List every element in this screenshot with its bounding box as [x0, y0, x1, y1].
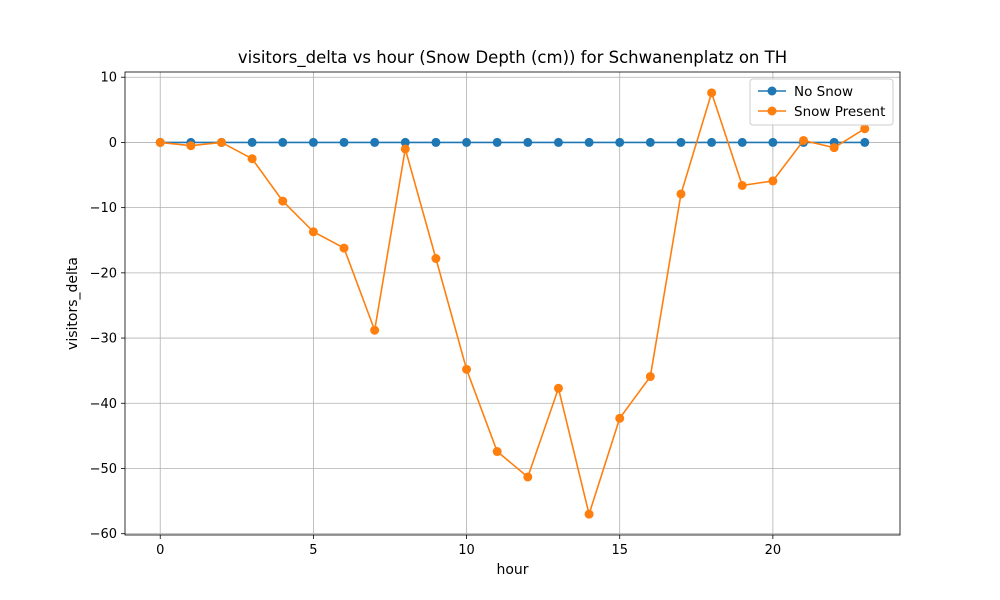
data-point — [247, 137, 257, 147]
x-tick-label: 20 — [765, 543, 782, 558]
data-point — [278, 137, 288, 147]
data-point — [370, 325, 380, 335]
series-layer — [155, 88, 870, 519]
data-point — [155, 137, 165, 147]
data-point — [584, 137, 594, 147]
data-point — [462, 137, 472, 147]
data-point — [339, 137, 349, 147]
data-point — [707, 88, 717, 98]
y-tick-label: −40 — [90, 397, 117, 412]
y-tick-label: −30 — [90, 332, 117, 347]
data-point — [799, 135, 809, 145]
y-tick-label: −10 — [90, 201, 117, 216]
data-point — [645, 372, 655, 382]
legend-marker — [767, 86, 777, 96]
series-no-snow — [155, 137, 870, 147]
data-point — [553, 383, 563, 393]
data-point — [707, 137, 717, 147]
data-point — [860, 137, 870, 147]
data-point — [768, 137, 778, 147]
y-tick-label: −60 — [90, 527, 117, 542]
data-point — [431, 254, 441, 264]
data-point — [615, 413, 625, 423]
data-point — [462, 364, 472, 374]
data-point — [584, 509, 594, 519]
y-tick-label: −20 — [90, 266, 117, 281]
x-axis-label: hour — [496, 562, 528, 578]
data-point — [400, 144, 410, 154]
legend-label: No Snow — [794, 84, 853, 100]
x-tick-label: 0 — [156, 543, 164, 558]
axes-frame — [124, 71, 901, 536]
x-tick-label: 10 — [458, 543, 475, 558]
x-tick-label: 5 — [309, 543, 317, 558]
data-point — [553, 137, 563, 147]
data-point — [431, 137, 441, 147]
data-point — [339, 243, 349, 253]
legend-item: No Snow — [758, 84, 853, 100]
data-point — [645, 137, 655, 147]
data-point — [829, 143, 839, 153]
data-point — [278, 196, 288, 206]
legend-item: Snow Present — [758, 104, 885, 120]
data-point — [400, 137, 410, 147]
data-point — [308, 227, 318, 237]
y-tick-label: 10 — [100, 71, 117, 86]
data-point — [737, 137, 747, 147]
series-snow-present — [155, 88, 870, 519]
data-point — [523, 472, 533, 482]
x-tick-label: 15 — [611, 543, 628, 558]
data-point — [737, 180, 747, 190]
data-point — [676, 137, 686, 147]
data-point — [768, 176, 778, 186]
data-point — [492, 447, 502, 457]
data-point — [186, 141, 196, 151]
y-tick-label: 0 — [109, 136, 117, 151]
y-axis-label: visitors_delta — [65, 257, 81, 350]
legend: No Snow Snow Present — [749, 78, 894, 126]
data-point — [216, 137, 226, 147]
y-tick-label: −50 — [90, 462, 117, 477]
legend-marker — [767, 106, 777, 116]
data-point — [615, 137, 625, 147]
data-point — [676, 189, 686, 199]
series-line — [160, 90, 866, 518]
tick-layer: 0 5 10 15 20 10 0 −10 −20 −30 −40 −50 −60 — [90, 71, 782, 558]
data-point — [860, 124, 870, 134]
data-point — [247, 154, 257, 164]
data-point — [308, 137, 318, 147]
data-point — [492, 137, 502, 147]
data-point — [523, 137, 533, 147]
legend-label: Snow Present — [794, 104, 885, 120]
chart-title: visitors_delta vs hour (Snow Depth (cm))… — [238, 48, 787, 68]
data-point — [370, 137, 380, 147]
